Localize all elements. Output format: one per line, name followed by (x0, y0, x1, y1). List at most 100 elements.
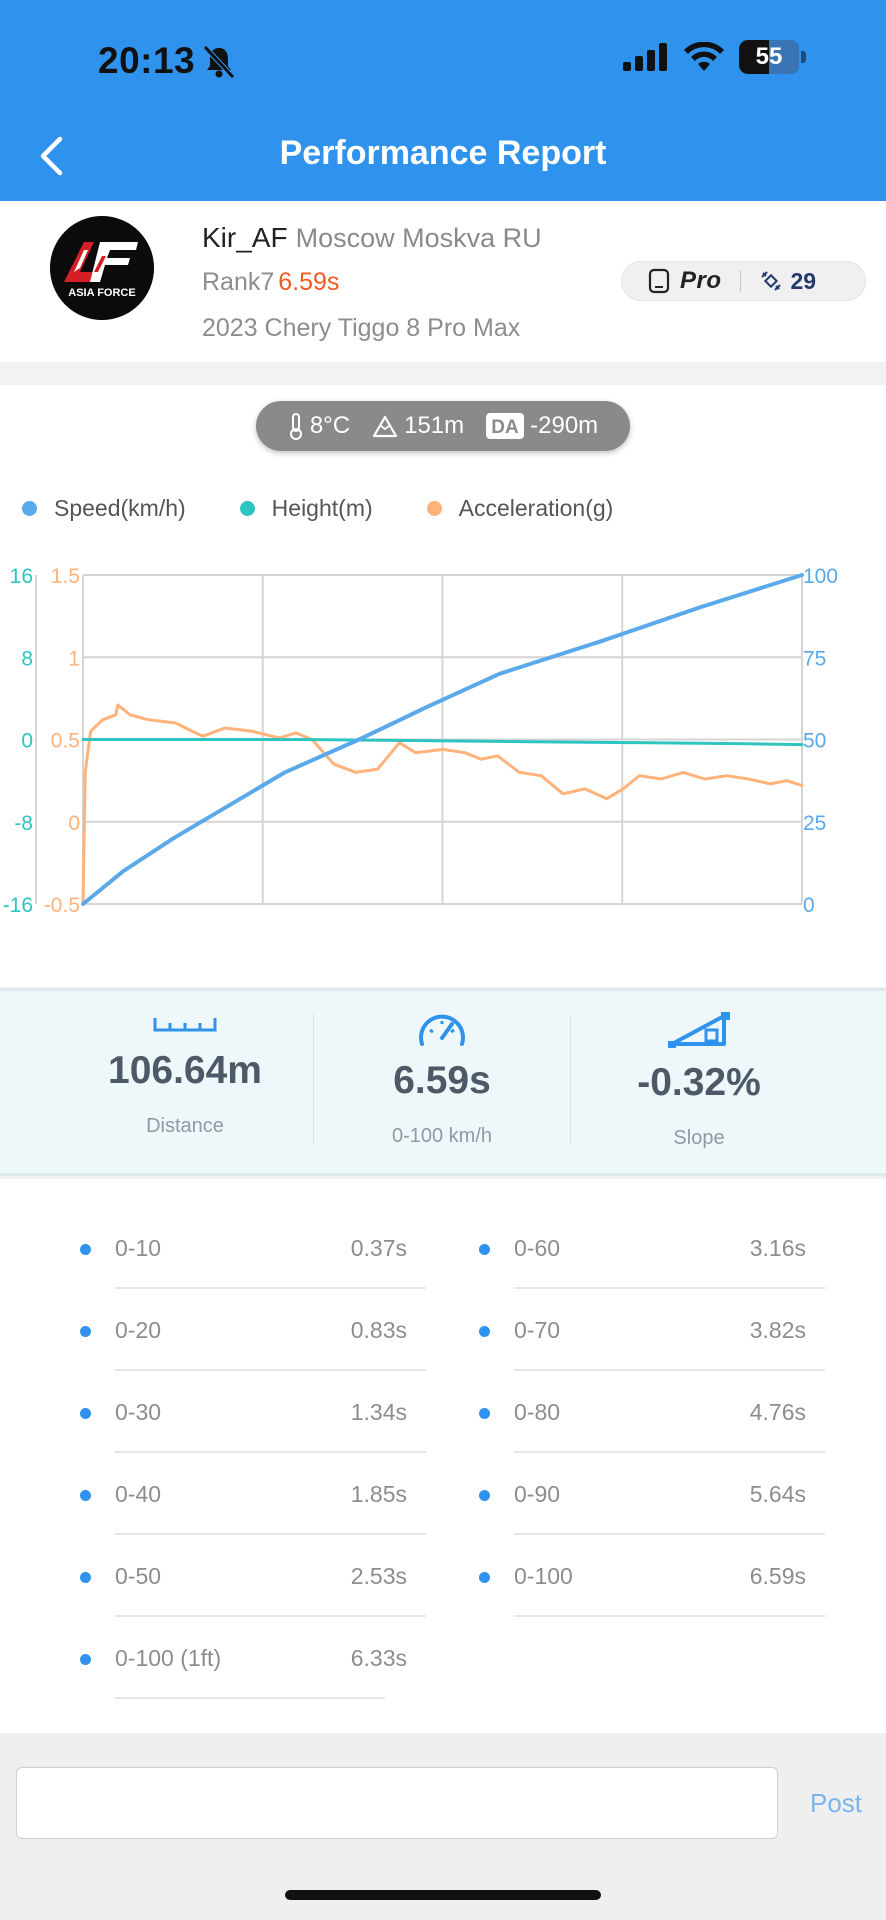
split-label: 0-20 (115, 1317, 162, 1343)
split-bullet (479, 1408, 490, 1419)
asia-force-logo: ASIA FORCE (50, 216, 154, 320)
legend-height-dot (239, 501, 255, 516)
density-altitude-icon: DA (486, 413, 525, 439)
height-tick-label: 0 (21, 730, 33, 753)
speed-tick-label: 100 (803, 565, 838, 588)
split-value: 2.53s (350, 1563, 407, 1589)
split-bullet (80, 1654, 91, 1665)
stat-divider (570, 1014, 571, 1144)
stat-distance: 106.64m Distance (57, 1010, 313, 1138)
split-bullet (80, 1490, 91, 1501)
split-label: 0-50 (115, 1563, 162, 1589)
status-indicators: 55 (623, 40, 806, 74)
split-value: 1.85s (350, 1481, 407, 1507)
split-row: 0-20 0.83s (80, 1289, 426, 1371)
split-divider (514, 1287, 825, 1289)
comment-input[interactable] (16, 1767, 778, 1839)
bell-muted-icon (203, 45, 235, 79)
legend-acceleration-label: Acceleration(g) (458, 495, 614, 521)
rank-label: Rank7 (202, 268, 275, 296)
post-button[interactable]: Post (810, 1788, 863, 1818)
device-icon (648, 268, 670, 294)
split-label: 0-30 (115, 1399, 162, 1425)
badge-divider (739, 270, 741, 292)
split-value: 6.33s (350, 1645, 407, 1671)
distance-value: 106.64m (108, 1049, 262, 1092)
username[interactable]: Kir_AF (202, 222, 288, 253)
mountain-icon (372, 415, 398, 438)
split-value: 6.59s (749, 1563, 806, 1589)
stat-0-100: 6.59s 0-100 km/h (314, 1010, 570, 1148)
split-bullet (479, 1326, 490, 1337)
avatar[interactable]: ASIA FORCE (50, 216, 154, 320)
satellite-count: 29 (790, 267, 817, 294)
height-tick-label: -16 (3, 894, 33, 917)
legend-acceleration[interactable]: Acceleration(g) (426, 495, 614, 522)
split-row: 0-50 2.53s (80, 1535, 426, 1617)
split-divider (115, 1533, 426, 1535)
device-badge[interactable]: Pro 29 (621, 261, 866, 301)
split-label: 0-60 (514, 1235, 561, 1261)
split-value: 4.76s (749, 1399, 806, 1425)
legend-speed[interactable]: Speed(km/h) (22, 495, 186, 522)
temperature: 8°C (309, 412, 351, 439)
split-divider (514, 1615, 825, 1617)
density-altitude-item: DA -290m (486, 412, 598, 440)
conditions-pill: 8°C 151m DA -290m (256, 401, 630, 451)
split-bullet (80, 1408, 91, 1419)
top-bar: 20:13 55 (0, 0, 886, 201)
split-row: 0-100 6.59s (479, 1535, 825, 1617)
speed-tick-label: 0 (803, 894, 815, 917)
acceleration-series-line (81, 703, 804, 906)
split-row: 0-40 1.85s (80, 1453, 426, 1535)
split-row: 0-100 (1ft) 6.33s (80, 1617, 407, 1699)
split-value: 3.16s (749, 1235, 806, 1261)
split-row: 0-90 5.64s (479, 1453, 825, 1535)
split-label: 0-70 (514, 1317, 561, 1343)
speed-tick-label: 50 (803, 730, 826, 753)
legend-height[interactable]: Height(m) (239, 495, 373, 522)
split-divider (514, 1369, 825, 1371)
height-series-line (81, 738, 804, 747)
cellular-signal-icon (623, 43, 667, 71)
density-altitude: -290m (530, 412, 599, 439)
thermometer-icon (289, 413, 302, 440)
legend-acceleration-dot (426, 501, 442, 516)
split-label: 0-100 (514, 1563, 573, 1589)
split-label: 0-40 (115, 1481, 162, 1507)
speed-tick-label: 25 (803, 812, 826, 835)
speed-tick-label: 75 (803, 647, 826, 670)
rank-time: 6.59s (278, 268, 340, 296)
split-label: 0-80 (514, 1399, 561, 1425)
time-0-100-value: 6.59s (393, 1059, 491, 1102)
slope-label: Slope (673, 1127, 725, 1149)
split-divider (115, 1369, 426, 1371)
split-divider (115, 1615, 426, 1617)
legend-height-label: Height(m) (271, 495, 373, 521)
back-button[interactable] (34, 133, 70, 179)
split-bullet (80, 1244, 91, 1255)
performance-chart: 16 8 0 -8 -16 1.5 1 0.5 0 -0.5 100 75 50 25 0 (3, 565, 838, 917)
battery-level: 55 (755, 43, 783, 70)
split-bullet (80, 1326, 91, 1337)
height-tick-label: -8 (14, 812, 33, 835)
acceleration-tick-label: 1.5 (51, 565, 80, 588)
speed-series-line (81, 573, 804, 906)
split-row: 0-80 4.76s (479, 1371, 825, 1453)
stat-slope: -0.32% Slope (571, 1010, 827, 1150)
stat-divider (313, 1014, 314, 1144)
split-divider (514, 1451, 825, 1453)
split-value: 0.37s (350, 1235, 407, 1261)
satellite-icon (760, 271, 781, 291)
status-time: 20:13 (98, 40, 196, 81)
device-label: Pro (680, 267, 722, 294)
split-value: 1.34s (350, 1399, 407, 1425)
car-model: 2023 Chery Tiggo 8 Pro Max (202, 314, 521, 342)
split-row: 0-70 3.82s (479, 1289, 825, 1371)
split-bullet (479, 1244, 490, 1255)
wifi-icon (684, 42, 724, 71)
slope-icon (668, 1012, 730, 1048)
distance-label: Distance (146, 1115, 224, 1137)
ruler-icon (153, 1018, 217, 1032)
